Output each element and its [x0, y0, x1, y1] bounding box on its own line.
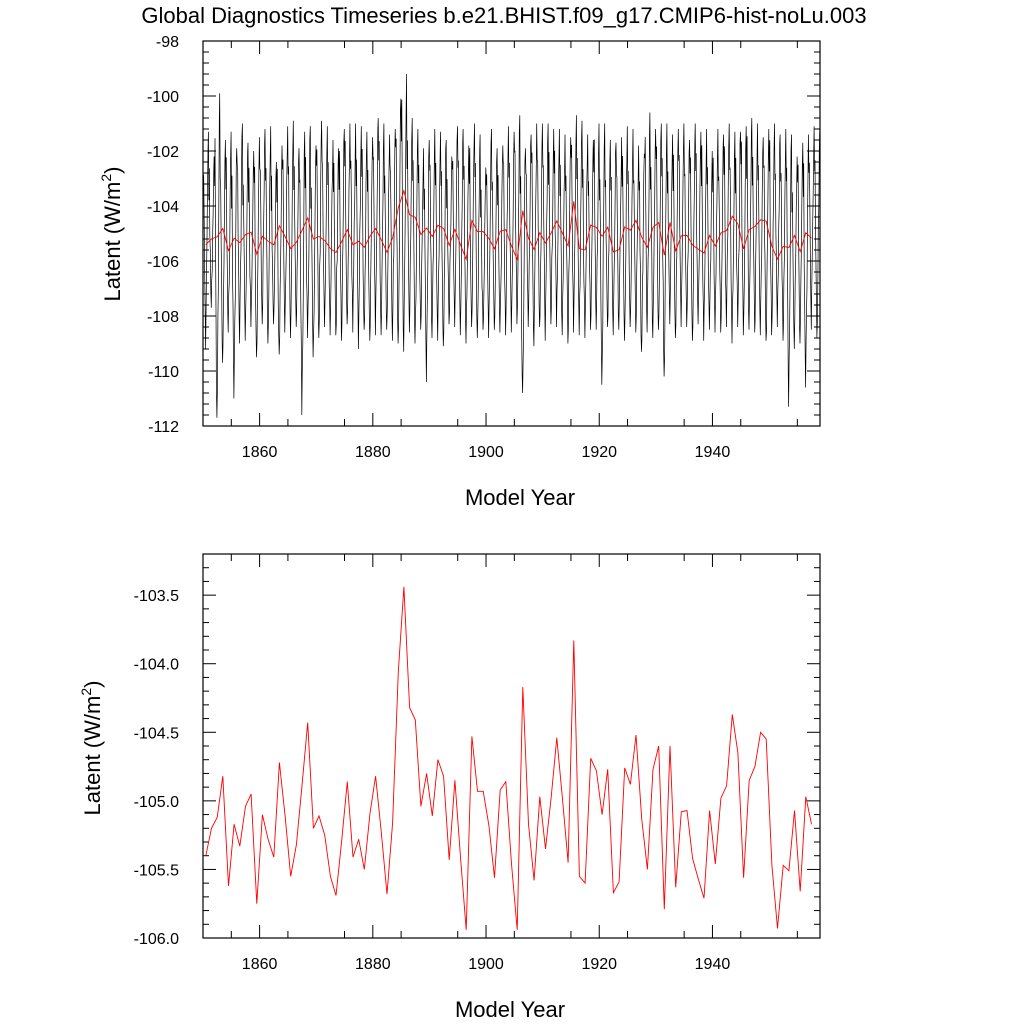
y-tick-label: -112: [148, 419, 179, 436]
y-axis-title: Latent (W/m2): [98, 167, 125, 302]
y-tick-label: -102: [147, 144, 179, 161]
y-tick-label: -104.5: [134, 725, 179, 742]
x-tick-label: 1900: [468, 444, 504, 461]
annual-mean-series-line: [205, 586, 812, 930]
y-tick-label: -103.5: [134, 588, 179, 605]
plot-frame: [202, 40, 821, 427]
annual-mean-series-line: [205, 188, 812, 262]
y-tick-label: -104.0: [134, 657, 179, 674]
monthly-series-line: [203, 73, 820, 418]
y-tick-label: -105.0: [134, 794, 179, 811]
bottom-panel-annual-mean-timeseries: 1860 1880 1900 1920 1940 -106.0 -105.5 -105.0 -1…: [78, 553, 821, 1022]
x-tick-label: 1880: [355, 956, 391, 973]
x-tick-label: 1860: [242, 444, 278, 461]
y-tick-label: -100: [147, 89, 179, 106]
y-tick-label: -98: [156, 34, 179, 51]
x-tick-label: 1880: [355, 444, 391, 461]
x-axis-title: Model Year: [455, 997, 565, 1022]
x-tick-label: 1940: [695, 956, 731, 973]
figure-title: Global Diagnostics Timeseries b.e21.BHIS…: [141, 3, 866, 28]
y-axis-title: Latent (W/m2): [78, 681, 105, 816]
y-tick-label: -106: [147, 254, 179, 271]
x-axis-title: Model Year: [465, 485, 575, 510]
top-panel-monthly-timeseries: 1860 1880 1900 1920 1940 -112 -110 -108 -106 -104…: [98, 34, 821, 510]
y-tick-label: -110: [148, 364, 179, 381]
y-tick-label: -106.0: [134, 931, 179, 948]
plot-frame: [202, 553, 821, 939]
x-tick-label: 1900: [468, 956, 504, 973]
y-tick-label: -105.5: [134, 862, 179, 879]
x-tick-label: 1860: [242, 956, 278, 973]
x-tick-label: 1920: [581, 444, 617, 461]
y-tick-label: -104: [147, 199, 179, 216]
y-tick-label: -108: [147, 309, 179, 326]
x-tick-label: 1920: [581, 956, 617, 973]
x-tick-label: 1940: [695, 444, 731, 461]
